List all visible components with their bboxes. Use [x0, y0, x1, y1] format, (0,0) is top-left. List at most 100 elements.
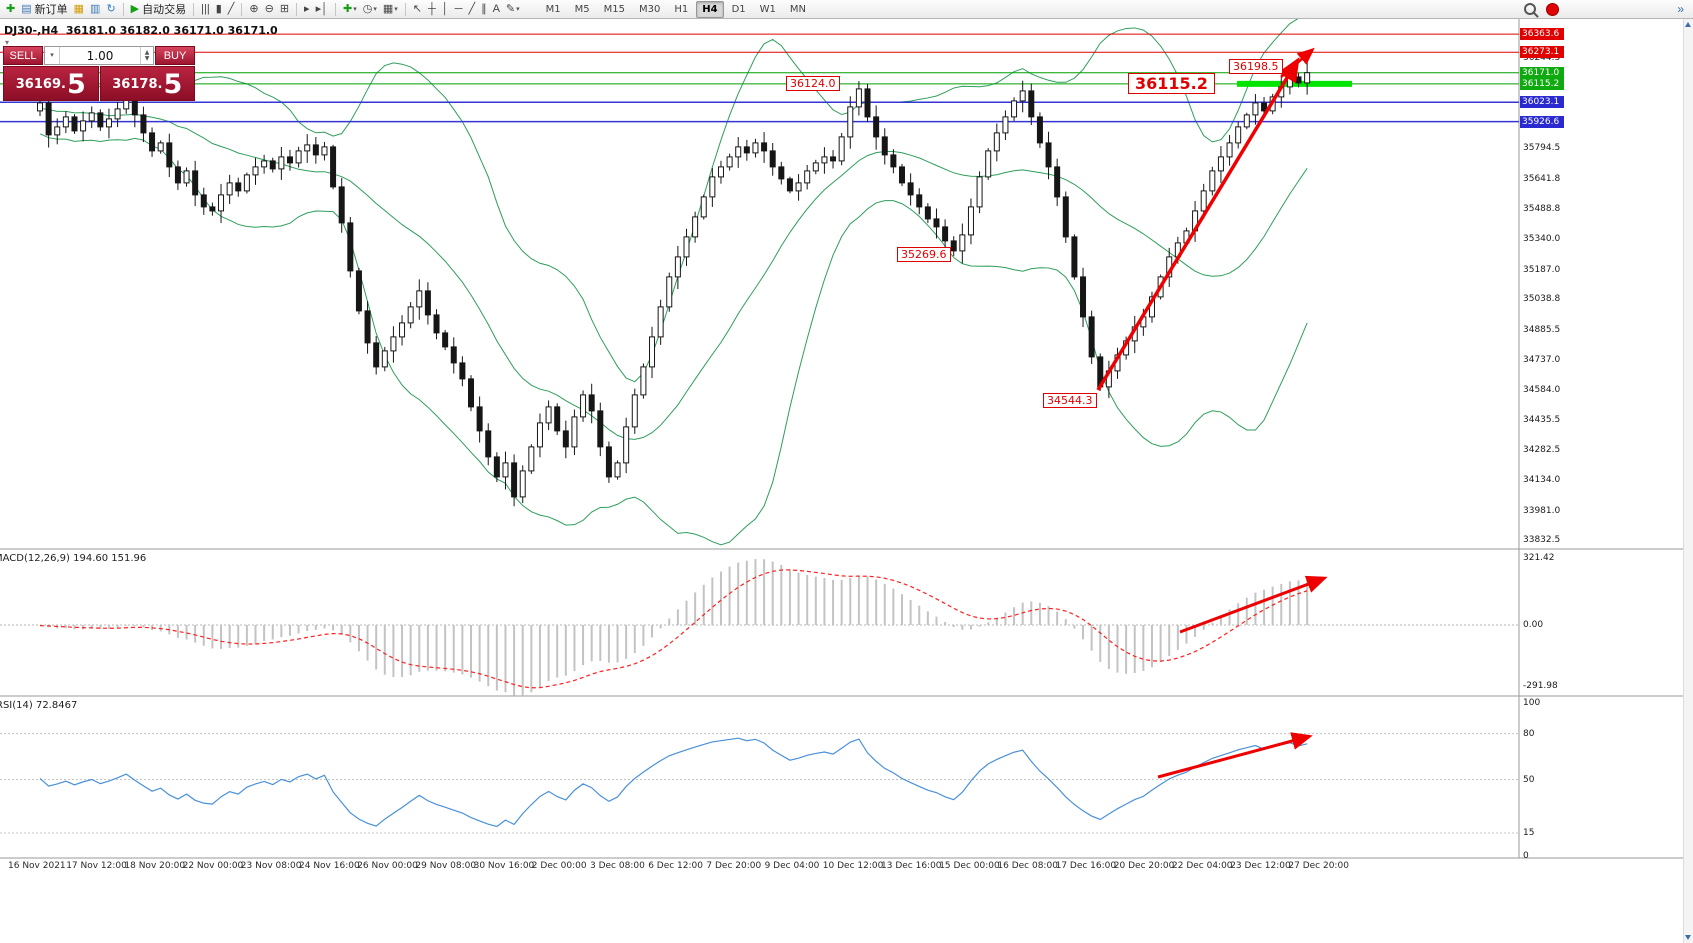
data-window-icon: ▥	[90, 3, 101, 15]
market-watch-icon[interactable]: ▦	[71, 1, 87, 17]
bar-chart-icon[interactable]: |||	[198, 1, 213, 17]
trend-arrow-1[interactable]	[1096, 57, 1300, 391]
shapes-tool-icon-caret: ▾	[516, 6, 520, 13]
alert-badge[interactable]	[1546, 2, 1560, 16]
time-axis-label: 18 Nov 20:00	[124, 861, 186, 871]
periods-menu-icon[interactable]: ◷ ▾	[360, 1, 380, 17]
timeframe-h4[interactable]: H4	[696, 0, 724, 18]
zoom-out-icon: ⊖	[264, 3, 274, 15]
bar-chart-icon: |||	[201, 3, 210, 15]
timeframe-m15[interactable]: M15	[603, 3, 626, 15]
volume-stepper[interactable]: ▲ ▼	[140, 47, 153, 64]
trend-arrow-2[interactable]	[1280, 47, 1315, 78]
indicators-menu-icon[interactable]: ✚ ▾	[340, 1, 360, 17]
toolbar-separator	[122, 2, 124, 16]
indicators-menu-icon-caret: ▾	[353, 6, 357, 13]
price-axis-tick: 35187.0	[1523, 264, 1561, 275]
timeframe-m30[interactable]: M30	[639, 3, 661, 15]
vertical-line-tool-icon[interactable]: │	[439, 1, 452, 17]
sell-price-big-digit: 5	[66, 69, 86, 100]
buy-button[interactable]: BUY	[155, 46, 195, 65]
price-callout[interactable]: 36198.5	[1229, 59, 1283, 74]
toolbar-separator	[296, 2, 298, 16]
candlestick-chart-icon: ▮	[215, 3, 222, 15]
scroll-up-icon[interactable]	[1685, 22, 1691, 27]
price-callout[interactable]: 34544.3	[1043, 393, 1097, 408]
templates-menu-icon[interactable]: ▦ ▾	[380, 1, 401, 17]
timeframe-w1[interactable]: W1	[759, 3, 776, 15]
zoom-out-icon[interactable]: ⊖	[262, 1, 277, 17]
auto-scroll-icon[interactable]: ▸	[301, 1, 313, 17]
trendline-tool-icon: ╱	[468, 3, 476, 15]
one-click-trading-panel: SELL ▾ 1.00 ▲ ▼ BUY 36169. 5 36178. 5	[3, 46, 195, 101]
refresh-icon[interactable]: ↻	[103, 1, 118, 17]
timeframe-d1[interactable]: D1	[731, 3, 746, 15]
crosshair-tool-icon[interactable]: ┼	[425, 1, 439, 17]
price-axis-tick: 34282.5	[1523, 445, 1561, 456]
bollinger-upper-band	[39, 13, 1308, 383]
highlight-zone[interactable]	[1237, 80, 1352, 87]
volume-field[interactable]: ▾ 1.00 ▲ ▼	[44, 46, 154, 65]
timeframe-mn[interactable]: MN	[789, 3, 807, 15]
vertical-scrollbar[interactable]	[1683, 19, 1693, 943]
trendline-tool-icon[interactable]: ╱	[465, 1, 478, 17]
zoom-in-icon[interactable]: ⊕	[246, 1, 261, 17]
trend-arrow-4[interactable]	[1157, 732, 1313, 779]
sell-price-button[interactable]: 36169. 5	[3, 66, 99, 101]
timeframe-h1[interactable]: H1	[674, 3, 689, 15]
time-axis-label: 17 Nov 12:00	[66, 861, 127, 871]
new-chart-icon: ✚	[6, 3, 16, 15]
line-chart-icon[interactable]: ╱	[225, 1, 238, 17]
sell-price: 36169.	[15, 77, 66, 92]
trade-panel-collapse-icon[interactable]: ▾	[5, 38, 10, 47]
tile-windows-icon[interactable]: ⊞	[277, 1, 292, 17]
timeframe-m1[interactable]: M1	[545, 3, 561, 15]
candles[interactable]	[37, 62, 1311, 507]
text-tool-icon: A	[492, 3, 500, 15]
templates-menu-icon-caret: ▾	[394, 6, 398, 13]
price-callout-large[interactable]: 36115.2	[1128, 73, 1215, 94]
sell-button[interactable]: SELL	[3, 46, 43, 65]
chart-shift-icon: ▸│	[315, 3, 328, 15]
volume-down-icon[interactable]: ▼	[144, 54, 150, 62]
periods-menu-icon-caret: ▾	[373, 6, 377, 13]
cursor-tool-icon: ↖	[412, 3, 422, 15]
price-callout[interactable]: 35269.6	[897, 247, 951, 262]
trend-arrow-3[interactable]	[1179, 575, 1328, 634]
search-icon[interactable]	[1524, 3, 1537, 15]
timeframe-m5[interactable]: M5	[574, 3, 590, 15]
scroll-down-icon[interactable]	[1685, 935, 1691, 940]
indicators-menu-icon: ✚	[342, 3, 353, 15]
channel-tool-icon[interactable]: ∥	[478, 1, 490, 17]
time-axis-label: 20 Dec 20:00	[1113, 861, 1175, 871]
price-axis-tick: 33981.0	[1523, 505, 1561, 516]
new-chart-icon[interactable]: ✚	[3, 1, 18, 17]
new-order-button[interactable]: ▤ 新订单	[18, 1, 70, 17]
zoom-in-icon: ⊕	[249, 3, 259, 15]
auto-trading-button[interactable]: ▶ 自动交易	[128, 1, 189, 17]
horizontal-line-tool-icon: ─	[454, 3, 463, 15]
time-axis-label: 16 Dec 08:00	[997, 861, 1058, 871]
time-axis-label: 27 Dec 20:00	[1288, 861, 1349, 871]
buy-price-button[interactable]: 36178. 5	[99, 66, 195, 101]
volume-up-icon[interactable]: ▲	[144, 48, 150, 56]
time-axis-label: 17 Dec 16:00	[1055, 861, 1117, 871]
chart-symbol-period: DJ30-,H4	[4, 24, 59, 37]
data-window-icon[interactable]: ▥	[87, 1, 103, 17]
candlestick-chart-icon[interactable]: ▮	[213, 1, 225, 17]
shapes-tool-icon[interactable]: ✎ ▾	[503, 1, 523, 17]
toolbar-overflow-icon[interactable]: »	[1677, 2, 1684, 16]
macd-axis-tick: 0.00	[1523, 620, 1544, 630]
new-order-icon: ▤	[21, 3, 32, 15]
price-axis-badge: 36115.2	[1520, 77, 1564, 90]
text-tool-icon[interactable]: A	[490, 1, 503, 17]
volume-dropdown-icon[interactable]: ▾	[45, 47, 60, 64]
rsi-line	[39, 737, 1308, 828]
price-callout[interactable]: 36124.0	[786, 76, 840, 91]
chart-shift-icon[interactable]: ▸│	[313, 1, 331, 17]
rsi-axis-tick: 100	[1523, 698, 1541, 708]
cursor-tool-icon[interactable]: ↖	[410, 1, 425, 17]
buy-price-big-digit: 5	[163, 69, 183, 100]
horizontal-line-tool-icon[interactable]: ─	[452, 1, 466, 17]
